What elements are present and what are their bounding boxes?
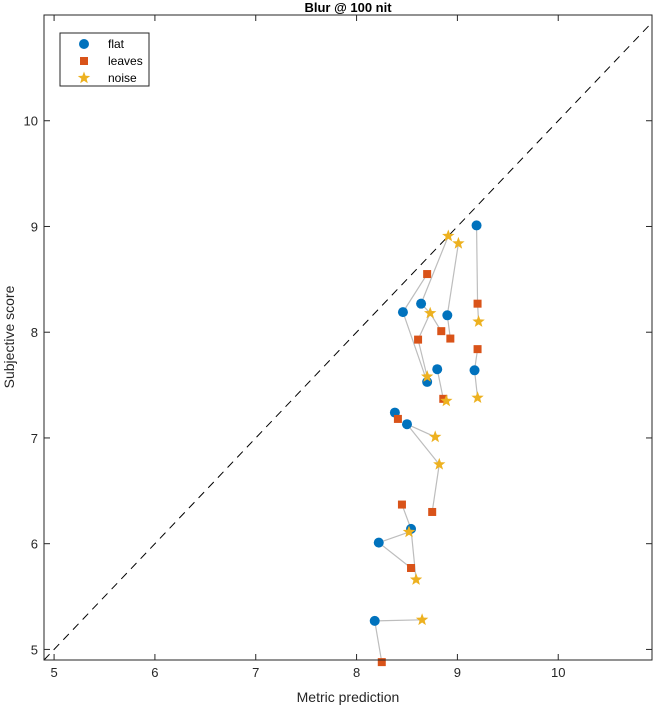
x-tick-label: 8	[353, 665, 360, 680]
leaves-point	[377, 658, 386, 667]
y-tick-label: 8	[31, 325, 38, 340]
legend-label-leaves: leaves	[108, 54, 143, 68]
flat-point	[401, 419, 412, 430]
noise-point	[424, 306, 437, 319]
leaves-point	[407, 564, 416, 573]
noise-point	[472, 315, 485, 327]
y-tick-label: 10	[24, 114, 38, 129]
noise-point	[415, 613, 429, 626]
y-tick-label: 9	[31, 219, 38, 234]
leaves-point	[437, 327, 446, 336]
flat-point	[373, 537, 384, 548]
x-tick-label: 7	[252, 665, 259, 680]
plot-area	[44, 15, 652, 660]
connector-line	[406, 423, 440, 513]
leaves-point	[446, 334, 455, 343]
noise-point	[433, 457, 446, 470]
noise-point	[452, 236, 465, 249]
leaves-point	[393, 414, 402, 423]
legend-flat-marker	[79, 39, 89, 49]
y-tick-label: 7	[31, 431, 38, 446]
noise-point	[429, 430, 442, 443]
flat-point	[432, 364, 443, 375]
axes-box	[43, 14, 653, 661]
leaves-point	[397, 500, 406, 509]
chart-title: Blur @ 100 nit	[304, 0, 392, 15]
leaves-point	[414, 335, 423, 344]
flat-point	[397, 307, 408, 318]
noise-point	[421, 370, 434, 382]
x-tick-label: 10	[551, 665, 565, 680]
y-tick-label: 6	[31, 537, 38, 552]
y-axis-label: Subjective score	[1, 285, 17, 388]
y-tick-label: 5	[31, 642, 38, 657]
x-tick-label: 5	[50, 665, 57, 680]
flat-point	[471, 220, 482, 231]
legend: flat leaves noise	[59, 32, 150, 87]
flat-point	[369, 615, 380, 626]
connector-line	[420, 235, 449, 332]
data-markers	[369, 220, 485, 667]
leaves-point	[473, 345, 482, 354]
leaves-point	[428, 507, 437, 516]
legend-label-noise: noise	[108, 71, 137, 85]
axis-ticks: 5 6 7 8 9 10 5 6 7 8 9 10	[24, 15, 652, 680]
noise-point	[402, 525, 416, 538]
x-tick-label: 6	[151, 665, 158, 680]
noise-point	[440, 394, 453, 407]
noise-point	[442, 229, 455, 242]
noise-point	[471, 391, 484, 403]
leaves-point	[423, 270, 432, 279]
identity-reference-line	[43, 22, 653, 661]
leaves-point	[473, 299, 482, 308]
x-axis-label: Metric prediction	[297, 689, 400, 705]
flat-point	[469, 365, 480, 376]
flat-point	[442, 310, 453, 321]
x-tick-label: 9	[454, 665, 461, 680]
legend-leaves-marker	[80, 57, 88, 65]
flat-point	[416, 298, 427, 309]
noise-point	[409, 573, 423, 585]
legend-noise-marker	[77, 71, 91, 84]
legend-label-flat: flat	[108, 37, 125, 51]
